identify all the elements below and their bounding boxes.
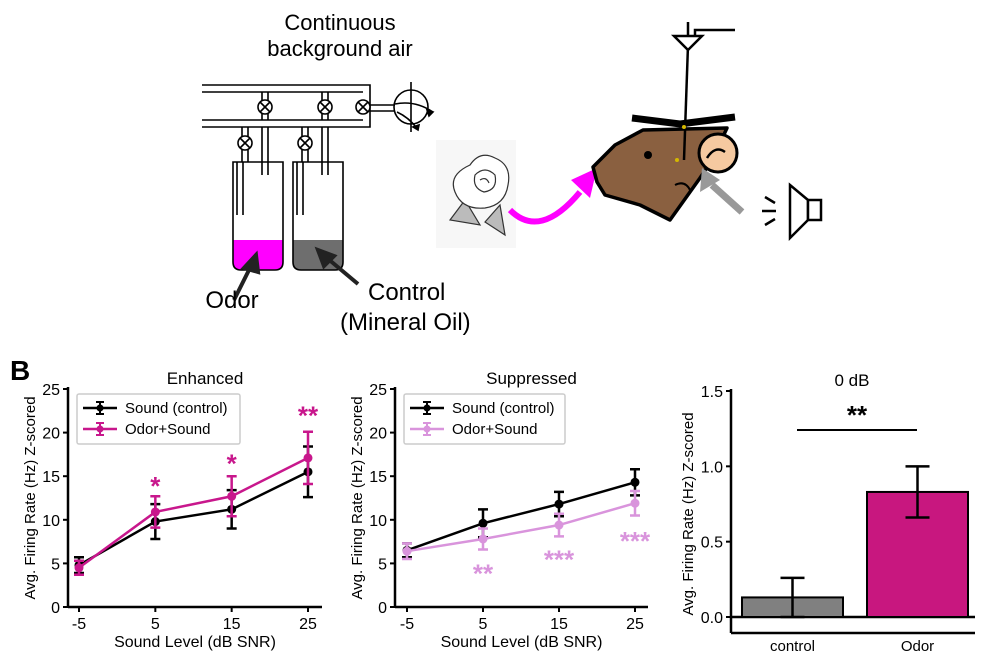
- legend-label: Odor+Sound: [452, 421, 537, 438]
- y-axis-label: Avg. Firing Rate (Hz) Z-scored: [349, 396, 366, 599]
- series-line-0: [78, 470, 309, 567]
- y-tick-label: 0: [378, 600, 387, 617]
- data-point: [554, 520, 564, 530]
- rose-icon: [436, 140, 516, 248]
- y-tick-label: 15: [369, 469, 387, 486]
- y-tick-label: 5: [51, 556, 60, 573]
- y-tick-label: 10: [42, 513, 60, 530]
- legend-swatch-marker: [423, 425, 431, 433]
- x-tick-label: 25: [626, 616, 644, 633]
- legend-label: Sound (control): [125, 400, 228, 417]
- y-tick-label: 1.0: [701, 459, 723, 476]
- x-tick-label: -5: [72, 616, 86, 633]
- x-tick-label: 5: [479, 616, 488, 633]
- control-label-line2: (Mineral Oil): [340, 309, 471, 336]
- x-tick-label: 15: [223, 616, 241, 633]
- y-tick-label: 20: [369, 426, 387, 443]
- data-point: [554, 499, 564, 509]
- series-line-1: [78, 456, 309, 569]
- significance-marker: *: [227, 449, 238, 479]
- y-tick-label: 15: [42, 469, 60, 486]
- x-tick-label: Odor: [901, 638, 934, 655]
- significance-marker: **: [473, 558, 494, 588]
- x-tick-label: 5: [151, 616, 160, 633]
- legend-label: Odor+Sound: [125, 421, 210, 438]
- speaker-icon: [762, 182, 823, 242]
- x-axis-label: Sound Level (dB SNR): [441, 634, 603, 651]
- data-point: [74, 563, 84, 573]
- odor-flow-arrow: [507, 190, 583, 225]
- y-tick-label: 20: [42, 426, 60, 443]
- y-axis-label: Avg. Firing Rate (Hz) Z-scored: [22, 396, 39, 599]
- significance-marker: **: [298, 401, 319, 431]
- y-tick-label: 0: [51, 600, 60, 617]
- x-tick-label: control: [770, 638, 815, 655]
- legend-swatch-marker: [423, 404, 431, 412]
- significance-marker: ***: [620, 526, 651, 556]
- odor-flow-arrowhead: [571, 168, 597, 198]
- sound-arrowhead: [700, 168, 720, 192]
- data-point: [402, 546, 412, 556]
- y-tick-label: 1.5: [701, 384, 723, 401]
- x-tick-label: 25: [299, 616, 317, 633]
- data-point: [630, 477, 640, 487]
- chart-title: Suppressed: [486, 369, 577, 388]
- electrode-icon: [670, 22, 735, 162]
- data-point: [150, 507, 160, 517]
- significance-marker: *: [150, 471, 161, 501]
- chart-title: Enhanced: [167, 369, 244, 388]
- series-line-1: [406, 502, 636, 553]
- label-arrows: [232, 246, 360, 301]
- data-point: [227, 491, 237, 501]
- flow-meter-icon: [393, 82, 435, 132]
- valve-icons: [237, 99, 371, 151]
- legend-box: [76, 393, 241, 445]
- panel-b-label: B: [10, 355, 30, 386]
- legend-swatch-marker: [96, 425, 104, 433]
- data-point: [478, 518, 488, 528]
- y-tick-label: 25: [42, 382, 60, 399]
- mouse-head-icon: [591, 113, 739, 222]
- y-tick-label: 10: [369, 513, 387, 530]
- control-label-line1: Control: [368, 279, 445, 306]
- legend-box: [403, 393, 566, 445]
- chart-title: 0 dB: [835, 371, 870, 390]
- y-tick-label: 0.0: [701, 610, 723, 627]
- legend-label: Sound (control): [452, 400, 555, 417]
- data-point: [303, 453, 313, 463]
- significance-marker: **: [847, 400, 868, 430]
- legend-swatch-marker: [96, 404, 104, 412]
- x-tick-label: 15: [550, 616, 568, 633]
- x-tick-label: -5: [400, 616, 414, 633]
- odor-label: Odor: [205, 287, 258, 314]
- y-tick-label: 5: [378, 556, 387, 573]
- air-label-line1: Continuous: [284, 10, 395, 35]
- x-axis-label: Sound Level (dB SNR): [114, 634, 276, 651]
- y-tick-label: 0.5: [701, 535, 723, 552]
- air-label-line2: background air: [267, 36, 413, 61]
- significance-marker: ***: [544, 544, 575, 574]
- y-axis-label: Avg. Firing Rate (Hz) Z-scored: [680, 412, 697, 615]
- error-bar: [905, 465, 930, 519]
- sound-arrow: [709, 182, 745, 215]
- series-line-0: [406, 481, 636, 552]
- data-point: [630, 498, 640, 508]
- y-tick-label: 25: [369, 382, 387, 399]
- data-point: [478, 534, 488, 544]
- error-bar: [780, 576, 805, 619]
